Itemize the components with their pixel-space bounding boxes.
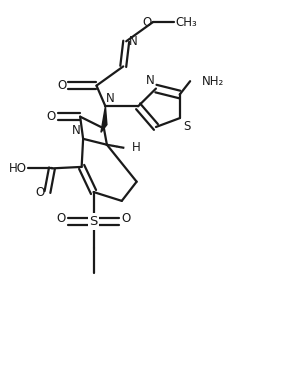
Text: S: S — [89, 215, 98, 228]
Polygon shape — [101, 106, 107, 132]
Text: O: O — [46, 110, 56, 123]
Text: O: O — [122, 212, 131, 224]
Text: N: N — [72, 124, 81, 137]
Text: N: N — [106, 92, 115, 105]
Text: O: O — [35, 185, 44, 199]
Text: CH₃: CH₃ — [175, 15, 197, 29]
Text: N: N — [146, 74, 154, 87]
Text: H: H — [132, 141, 141, 154]
Text: O: O — [58, 79, 67, 92]
Text: HO: HO — [9, 162, 27, 175]
Text: NH₂: NH₂ — [202, 75, 224, 88]
Text: O: O — [56, 212, 65, 224]
Text: N: N — [129, 35, 137, 48]
Text: O: O — [142, 15, 152, 29]
Text: S: S — [183, 120, 191, 133]
